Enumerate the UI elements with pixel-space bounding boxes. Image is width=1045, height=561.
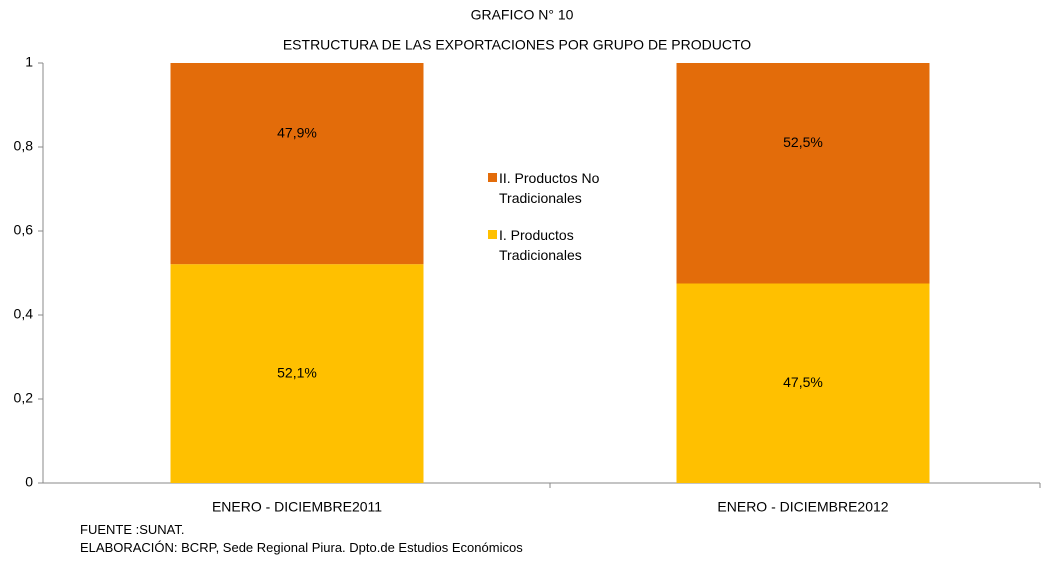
source-note: FUENTE :SUNAT. — [80, 522, 185, 537]
y-tick-label: 0 — [25, 474, 33, 490]
y-tick-label: 0,2 — [14, 390, 34, 406]
legend-label: II. Productos No Tradicionales — [499, 170, 600, 206]
bar-segment — [170, 264, 424, 483]
credit-note: ELABORACIÓN: BCRP, Sede Regional Piura. … — [80, 540, 523, 555]
y-tick-label: 0,8 — [14, 138, 34, 154]
bar-segment — [170, 63, 424, 265]
bar-segment — [676, 63, 930, 284]
data-label: 47,5% — [783, 374, 823, 390]
data-label: 52,5% — [783, 134, 823, 150]
y-tick-label: 1 — [25, 54, 33, 70]
bar-segment — [676, 283, 930, 483]
y-tick-label: 0,4 — [14, 306, 34, 322]
x-tick-label: ENERO - DICIEMBRE2011 — [212, 499, 382, 515]
y-tick-label: 0,6 — [14, 222, 34, 238]
legend-label: I. Productos Tradicionales — [499, 227, 582, 263]
legend-swatch — [488, 230, 497, 239]
chart-title: GRAFICO N° 10 — [471, 7, 574, 23]
chart-subtitle: ESTRUCTURA DE LAS EXPORTACIONES POR GRUP… — [283, 37, 751, 53]
data-label: 47,9% — [277, 124, 317, 140]
legend-swatch — [488, 173, 497, 182]
x-tick-label: ENERO - DICIEMBRE2012 — [717, 499, 888, 515]
data-label: 52,1% — [277, 364, 317, 380]
